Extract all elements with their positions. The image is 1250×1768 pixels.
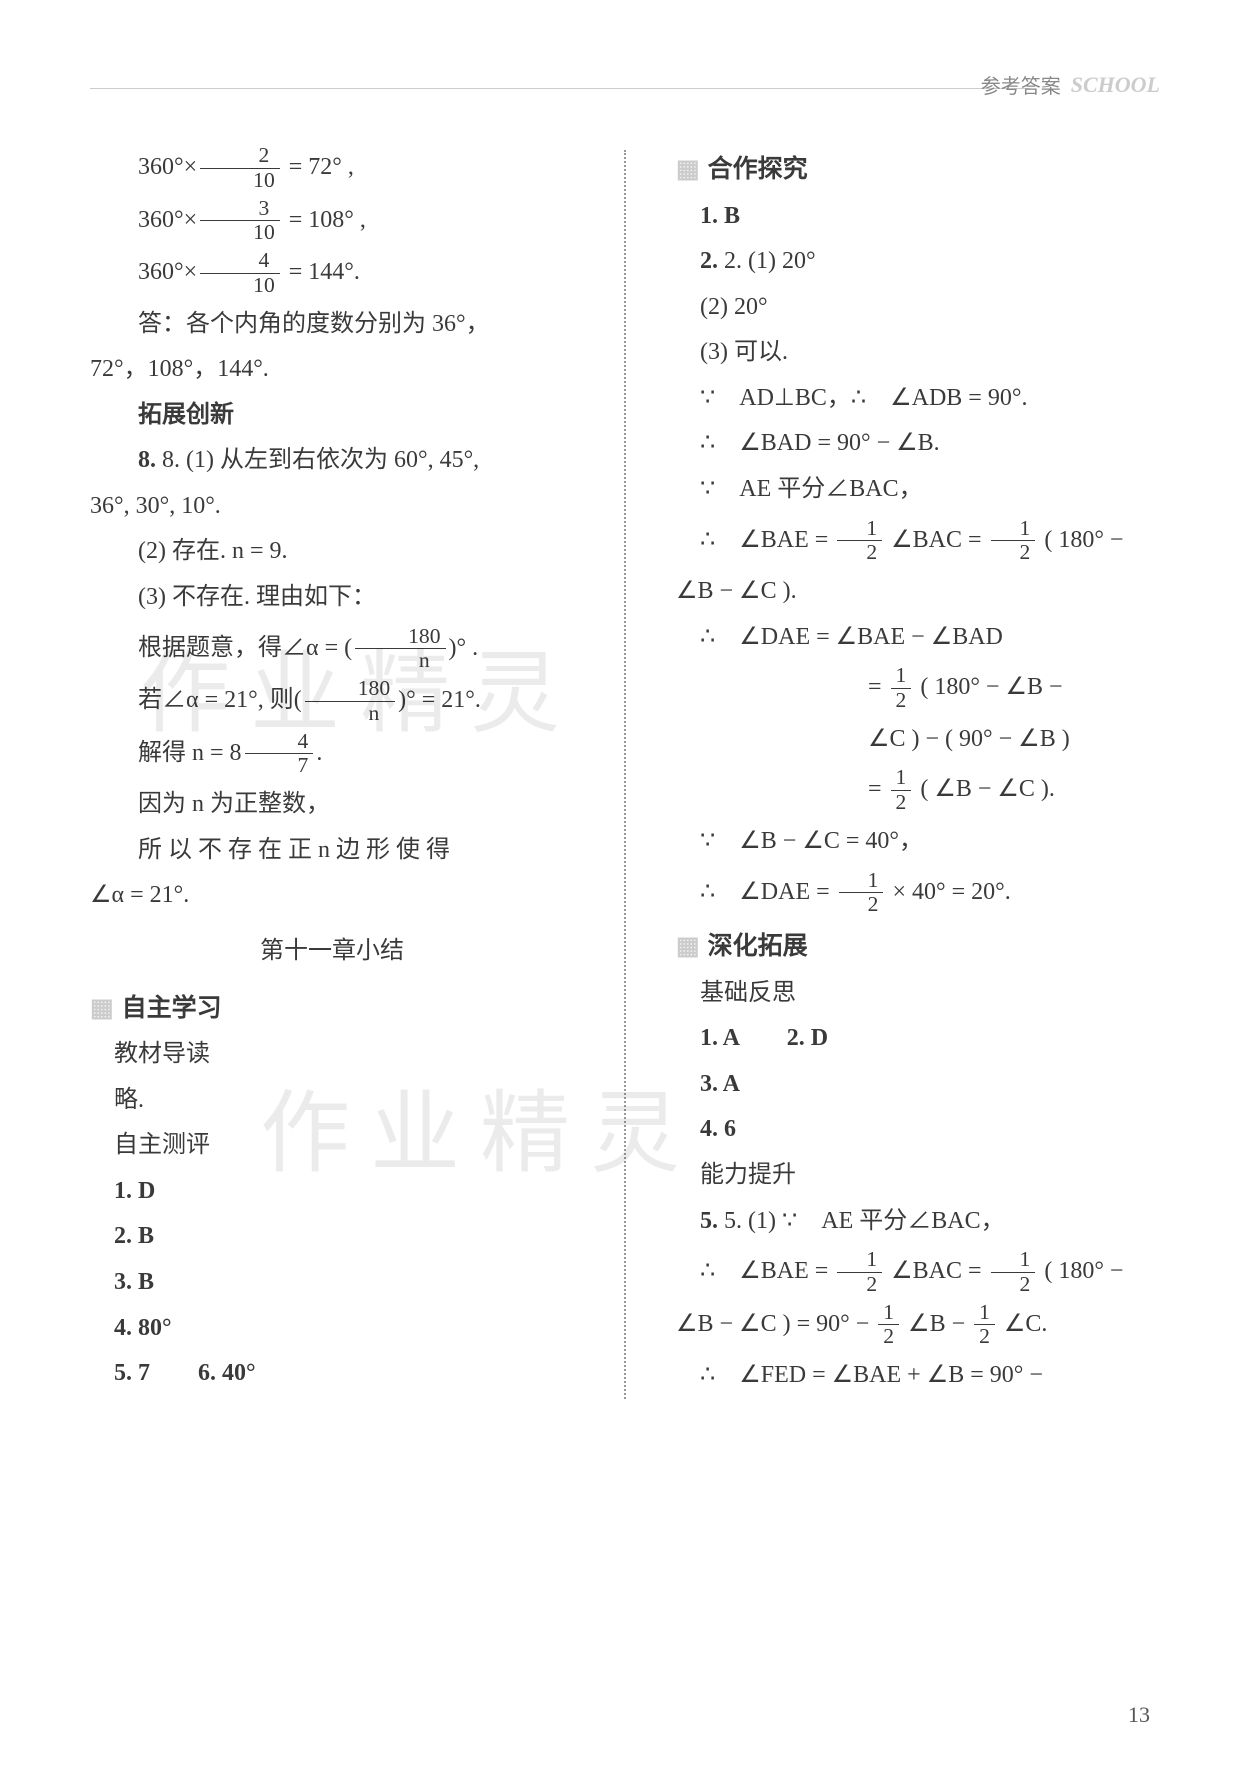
page-number: 13 — [1128, 1702, 1150, 1728]
answer-item: 1. B — [676, 194, 1160, 240]
proof-line: ∠B − ∠C ). — [676, 569, 1160, 615]
equation: 360°×410 = 144°. — [90, 249, 574, 298]
q8-text: 36°, 30°, 10°. — [90, 484, 574, 530]
logo-icon: SCHOOL — [1071, 72, 1160, 98]
header-label: 参考答案 — [981, 70, 1061, 99]
proof-line: ∵ ∠B − ∠C = 40°， — [676, 819, 1160, 865]
answer-item: 4. 6 — [676, 1107, 1160, 1153]
proof-line: ∴ ∠BAD = 90° − ∠B. — [676, 421, 1160, 467]
subsection: 拓展创新 — [90, 393, 574, 439]
answer-item: 1. D — [90, 1169, 574, 1215]
subsection: 基础反思 — [676, 971, 1160, 1017]
answer-item: (2) 20° — [676, 285, 1160, 331]
section-cooperation: 合作探究 — [676, 146, 1160, 194]
equation: 根据题意，得∠α = (180n)° . — [90, 625, 574, 674]
equation: 360°×310 = 108° , — [90, 197, 574, 246]
answer-item: 3. B — [90, 1260, 574, 1306]
header-rule — [90, 88, 1030, 89]
q5-line: ∴ ∠FED = ∠BAE + ∠B = 90° − — [676, 1353, 1160, 1399]
answer-item: 1. A 2. D — [676, 1016, 1160, 1062]
text-line: 略. — [90, 1078, 574, 1124]
equation: 360°×210 = 72° , — [90, 144, 574, 193]
text-line: ∠α = 21°. — [90, 873, 574, 919]
column-divider — [624, 150, 626, 1399]
equation: 解得 n = 847. — [90, 730, 574, 779]
answer-item: 5. 7 6. 40° — [90, 1351, 574, 1397]
proof-line: ∵ AE 平分∠BAC， — [676, 467, 1160, 513]
section-deepen: 深化拓展 — [676, 923, 1160, 971]
answer-item: 2. B — [90, 1214, 574, 1260]
answer-item: 2. 2. (1) 20° — [676, 239, 1160, 285]
q8-text: 8. 8. (1) 从左到右依次为 60°, 45°, — [90, 438, 574, 484]
proof-line: = 12 ( 180° − ∠B − — [676, 664, 1160, 713]
q5-line: 5. 5. (1) ∵ AE 平分∠BAC， — [676, 1199, 1160, 1245]
q5-line: ∠B − ∠C ) = 90° − 12 ∠B − 12 ∠C. — [676, 1301, 1160, 1350]
q5-line: ∴ ∠BAE = 12 ∠BAC = 12 ( 180° − — [676, 1248, 1160, 1297]
equation: 若∠α = 21°, 则(180n)° = 21°. — [90, 677, 574, 726]
subsection: 能力提升 — [676, 1153, 1160, 1199]
left-column: 360°×210 = 72° , 360°×310 = 108° , 360°×… — [90, 140, 594, 1399]
answer-text: 72°，108°，144°. — [90, 347, 574, 393]
text-line: 所 以 不 存 在 正 n 边 形 使 得 — [90, 828, 574, 874]
proof-line: ∠C ) − ( 90° − ∠B ) — [676, 717, 1160, 763]
proof-line: ∴ ∠DAE = 12 × 40° = 20°. — [676, 869, 1160, 918]
subsection: 教材导读 — [90, 1032, 574, 1078]
text-line: 因为 n 为正整数， — [90, 782, 574, 828]
right-column: 合作探究 1. B 2. 2. (1) 20° (2) 20° (3) 可以. … — [656, 140, 1160, 1399]
q8-text: (2) 存在. n = 9. — [90, 529, 574, 575]
proof-line: ∵ AD⊥BC，∴ ∠ADB = 90°. — [676, 376, 1160, 422]
q8-text: (3) 不存在. 理由如下： — [90, 575, 574, 621]
content-columns: 360°×210 = 72° , 360°×310 = 108° , 360°×… — [90, 140, 1160, 1399]
proof-line: = 12 ( ∠B − ∠C ). — [676, 766, 1160, 815]
page-header: 参考答案 SCHOOL — [981, 70, 1160, 99]
answer-item: 3. A — [676, 1062, 1160, 1108]
subsection: 自主测评 — [90, 1123, 574, 1169]
chapter-title: 第十一章小结 — [90, 929, 574, 975]
proof-line: ∴ ∠BAE = 12 ∠BAC = 12 ( 180° − — [676, 517, 1160, 566]
section-self-study: 自主学习 — [90, 985, 574, 1033]
answer-item: (3) 可以. — [676, 330, 1160, 376]
answer-item: 4. 80° — [90, 1306, 574, 1352]
proof-line: ∴ ∠DAE = ∠BAE − ∠BAD — [676, 615, 1160, 661]
answer-text: 答：各个内角的度数分别为 36°， — [90, 302, 574, 348]
